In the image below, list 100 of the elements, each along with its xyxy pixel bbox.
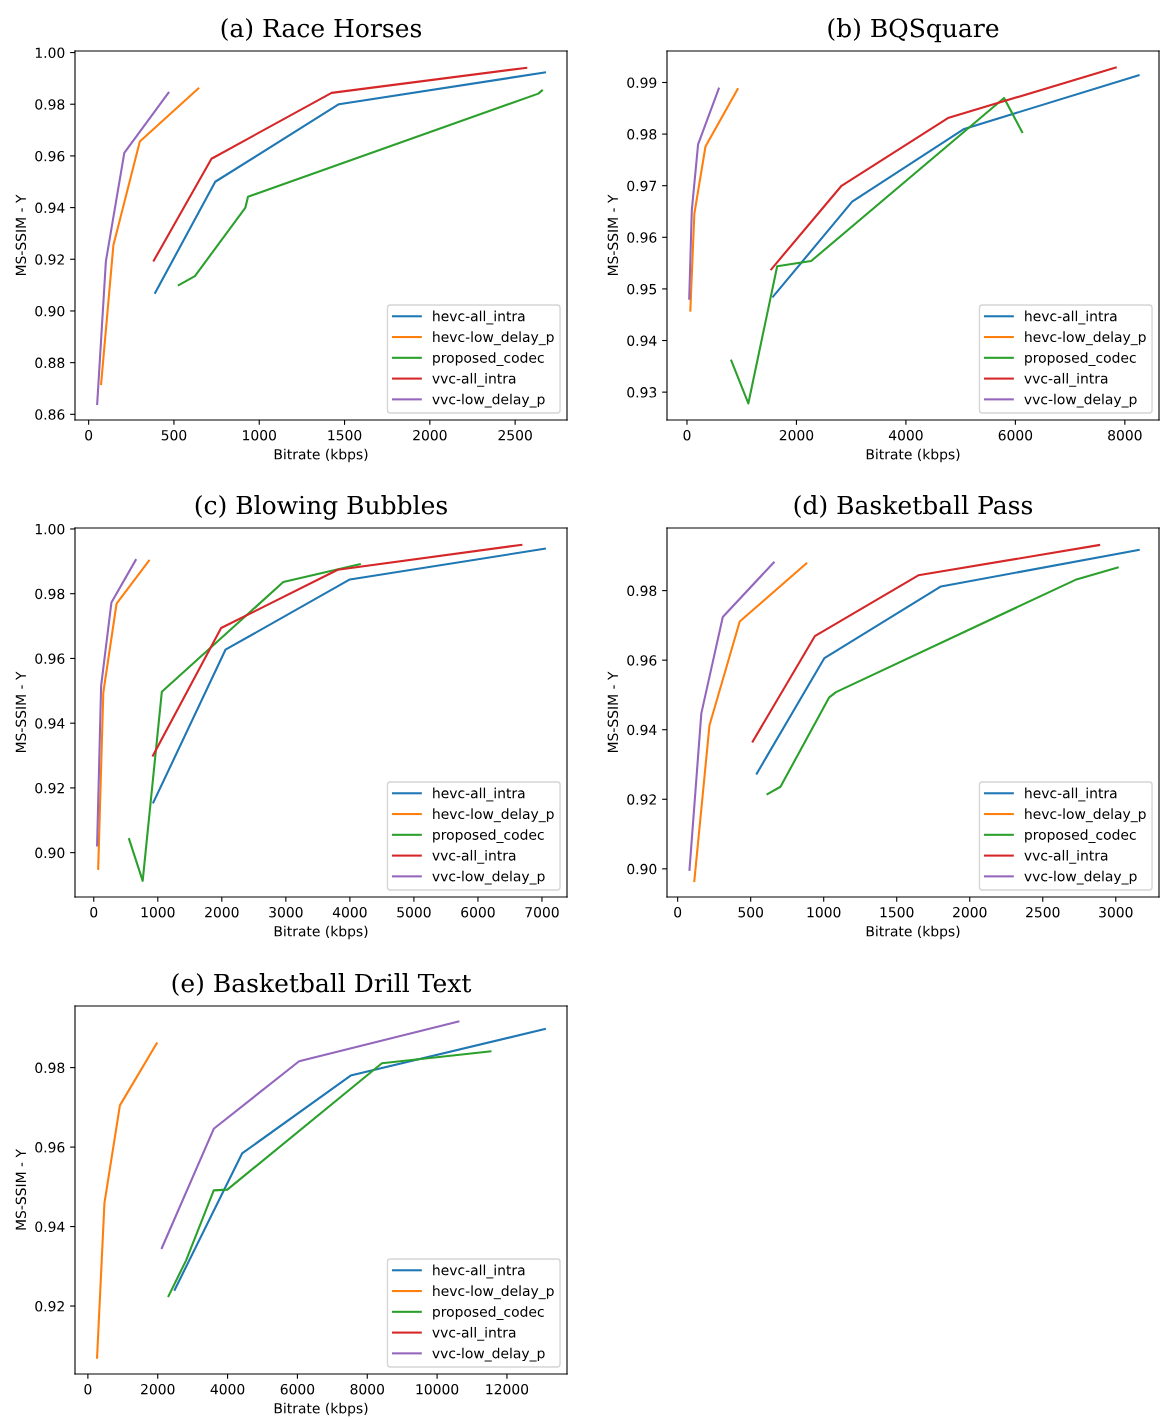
y-tick-label: 0.90 (35, 847, 65, 859)
x-tick-label: 2000 (953, 906, 987, 918)
legend-label: vvc-low_delay_p (432, 1347, 545, 1362)
line-series (128, 563, 361, 882)
line-series (772, 74, 1140, 298)
legend-label: proposed_codec (433, 352, 544, 366)
legend-label: hevc-low_delay_p (433, 331, 554, 346)
x-tick-label: 7000 (525, 906, 559, 918)
y-tick-label: 0.98 (35, 1062, 65, 1074)
line-series (688, 561, 775, 871)
y-tick-label: 0.98 (627, 585, 657, 597)
line-series (730, 96, 1024, 405)
line-series (154, 71, 547, 294)
line-series (96, 559, 137, 847)
legend-label: hevc-low_delay_p (1025, 331, 1146, 346)
legend-label: hevc-all_intra (433, 310, 525, 325)
y-tick-label: 0.98 (35, 588, 65, 600)
legend-label: vvc-all_intra (1024, 849, 1108, 864)
legend-label: vvc-all_intra (1024, 372, 1108, 387)
x-tick-label: 8000 (1108, 429, 1142, 441)
y-tick-label: 0.92 (627, 794, 656, 805)
y-tick-label: 0.90 (35, 305, 65, 317)
legend-label: vvc-low_delay_p (432, 393, 545, 408)
x-tick-label: 2000 (141, 1383, 175, 1395)
y-tick-label: 0.96 (35, 653, 65, 664)
y-axis-title: MS-SSIM - Y (15, 1149, 27, 1230)
x-axis-title: Bitrate (kbps) (274, 1402, 368, 1417)
x-tick-label: 4000 (888, 429, 923, 441)
chart-title: (d) Basketball Pass (794, 495, 1033, 519)
legend-label: proposed_codec (433, 829, 544, 843)
x-tick-label: 2000 (205, 906, 239, 918)
x-axis-title: Bitrate (kbps) (866, 925, 960, 940)
x-tick-label: 0 (683, 429, 691, 441)
y-axis-title: MS-SSIM - Y (15, 671, 27, 753)
line-series (693, 562, 808, 883)
y-tick-label: 0.99 (627, 77, 657, 88)
y-axis-title: MS-SSIM - Y (15, 194, 27, 276)
legend-label: vvc-low_delay_p (1024, 870, 1137, 885)
x-tick-label: 2500 (498, 429, 532, 441)
chart-title: (c) Blowing Bubbles (195, 495, 447, 520)
x-tick-label: 4000 (332, 906, 367, 918)
y-tick-label: 0.96 (627, 655, 657, 666)
line-series (688, 87, 720, 300)
legend-label: hevc-low_delay_p (1025, 808, 1146, 823)
y-tick-label: 1.00 (35, 47, 65, 59)
line-series (152, 66, 528, 262)
x-tick-label: 1000 (141, 906, 175, 918)
x-tick-label: 0 (85, 429, 93, 441)
y-tick-label: 0.97 (627, 180, 657, 192)
legend-label: hevc-all_intra (433, 1264, 525, 1279)
x-tick-label: 6000 (998, 429, 1033, 441)
x-tick-label: 0 (674, 906, 682, 918)
line-series (151, 543, 523, 757)
x-tick-label: 1000 (807, 906, 841, 918)
x-tick-label: 500 (161, 429, 187, 441)
x-tick-label: 2500 (1026, 906, 1060, 918)
y-tick-label: 0.92 (35, 1301, 64, 1312)
x-tick-label: 2000 (413, 429, 447, 441)
y-tick-label: 0.88 (35, 357, 65, 369)
legend-label: proposed_codec (433, 1306, 544, 1320)
x-tick-label: 6000 (461, 906, 495, 918)
y-tick-label: 1.00 (35, 523, 65, 535)
line-series (177, 89, 543, 287)
y-axis-title: MS-SSIM - Y (607, 671, 619, 753)
legend-label: hevc-all_intra (1025, 787, 1117, 802)
x-tick-label: 4000 (210, 1383, 245, 1395)
legend-label: hevc-all_intra (1025, 310, 1117, 325)
y-axis-title: MS-SSIM - Y (607, 194, 619, 276)
x-tick-label: 12000 (486, 1383, 529, 1395)
x-tick-label: 1500 (328, 429, 362, 441)
x-axis-title: Bitrate (kbps) (866, 448, 960, 463)
legend-label: proposed_codec (1025, 829, 1136, 843)
x-tick-label: 6000 (280, 1383, 315, 1395)
x-tick-label: 3000 (1099, 906, 1133, 918)
y-tick-label: 0.96 (35, 1142, 65, 1153)
x-tick-label: 1000 (243, 429, 276, 441)
y-tick-label: 0.92 (35, 254, 64, 265)
line-series (755, 548, 1140, 775)
line-series (152, 547, 546, 804)
line-series (770, 66, 1117, 271)
y-tick-label: 0.98 (35, 99, 65, 110)
x-axis-title: Bitrate (kbps) (274, 925, 368, 940)
y-tick-label: 0.93 (627, 387, 657, 398)
legend-label: vvc-low_delay_p (432, 870, 545, 885)
legend-label: vvc-low_delay_p (1024, 393, 1137, 408)
y-tick-label: 0.96 (627, 232, 657, 243)
y-tick-label: 0.94 (627, 724, 657, 736)
line-series (97, 559, 150, 870)
y-tick-label: 0.95 (627, 283, 657, 295)
y-tick-label: 0.94 (35, 202, 65, 214)
y-tick-label: 0.94 (35, 718, 65, 729)
legend-label: hevc-low_delay_p (433, 808, 554, 823)
legend-label: hevc-all_intra (433, 787, 525, 802)
y-tick-label: 0.96 (35, 150, 65, 162)
y-tick-label: 0.94 (627, 335, 657, 346)
y-tick-label: 0.86 (35, 409, 65, 420)
legend-label: vvc-all_intra (432, 372, 516, 387)
line-series (96, 1042, 158, 1359)
legend-label: vvc-all_intra (432, 849, 516, 864)
x-tick-label: 8000 (350, 1383, 384, 1395)
